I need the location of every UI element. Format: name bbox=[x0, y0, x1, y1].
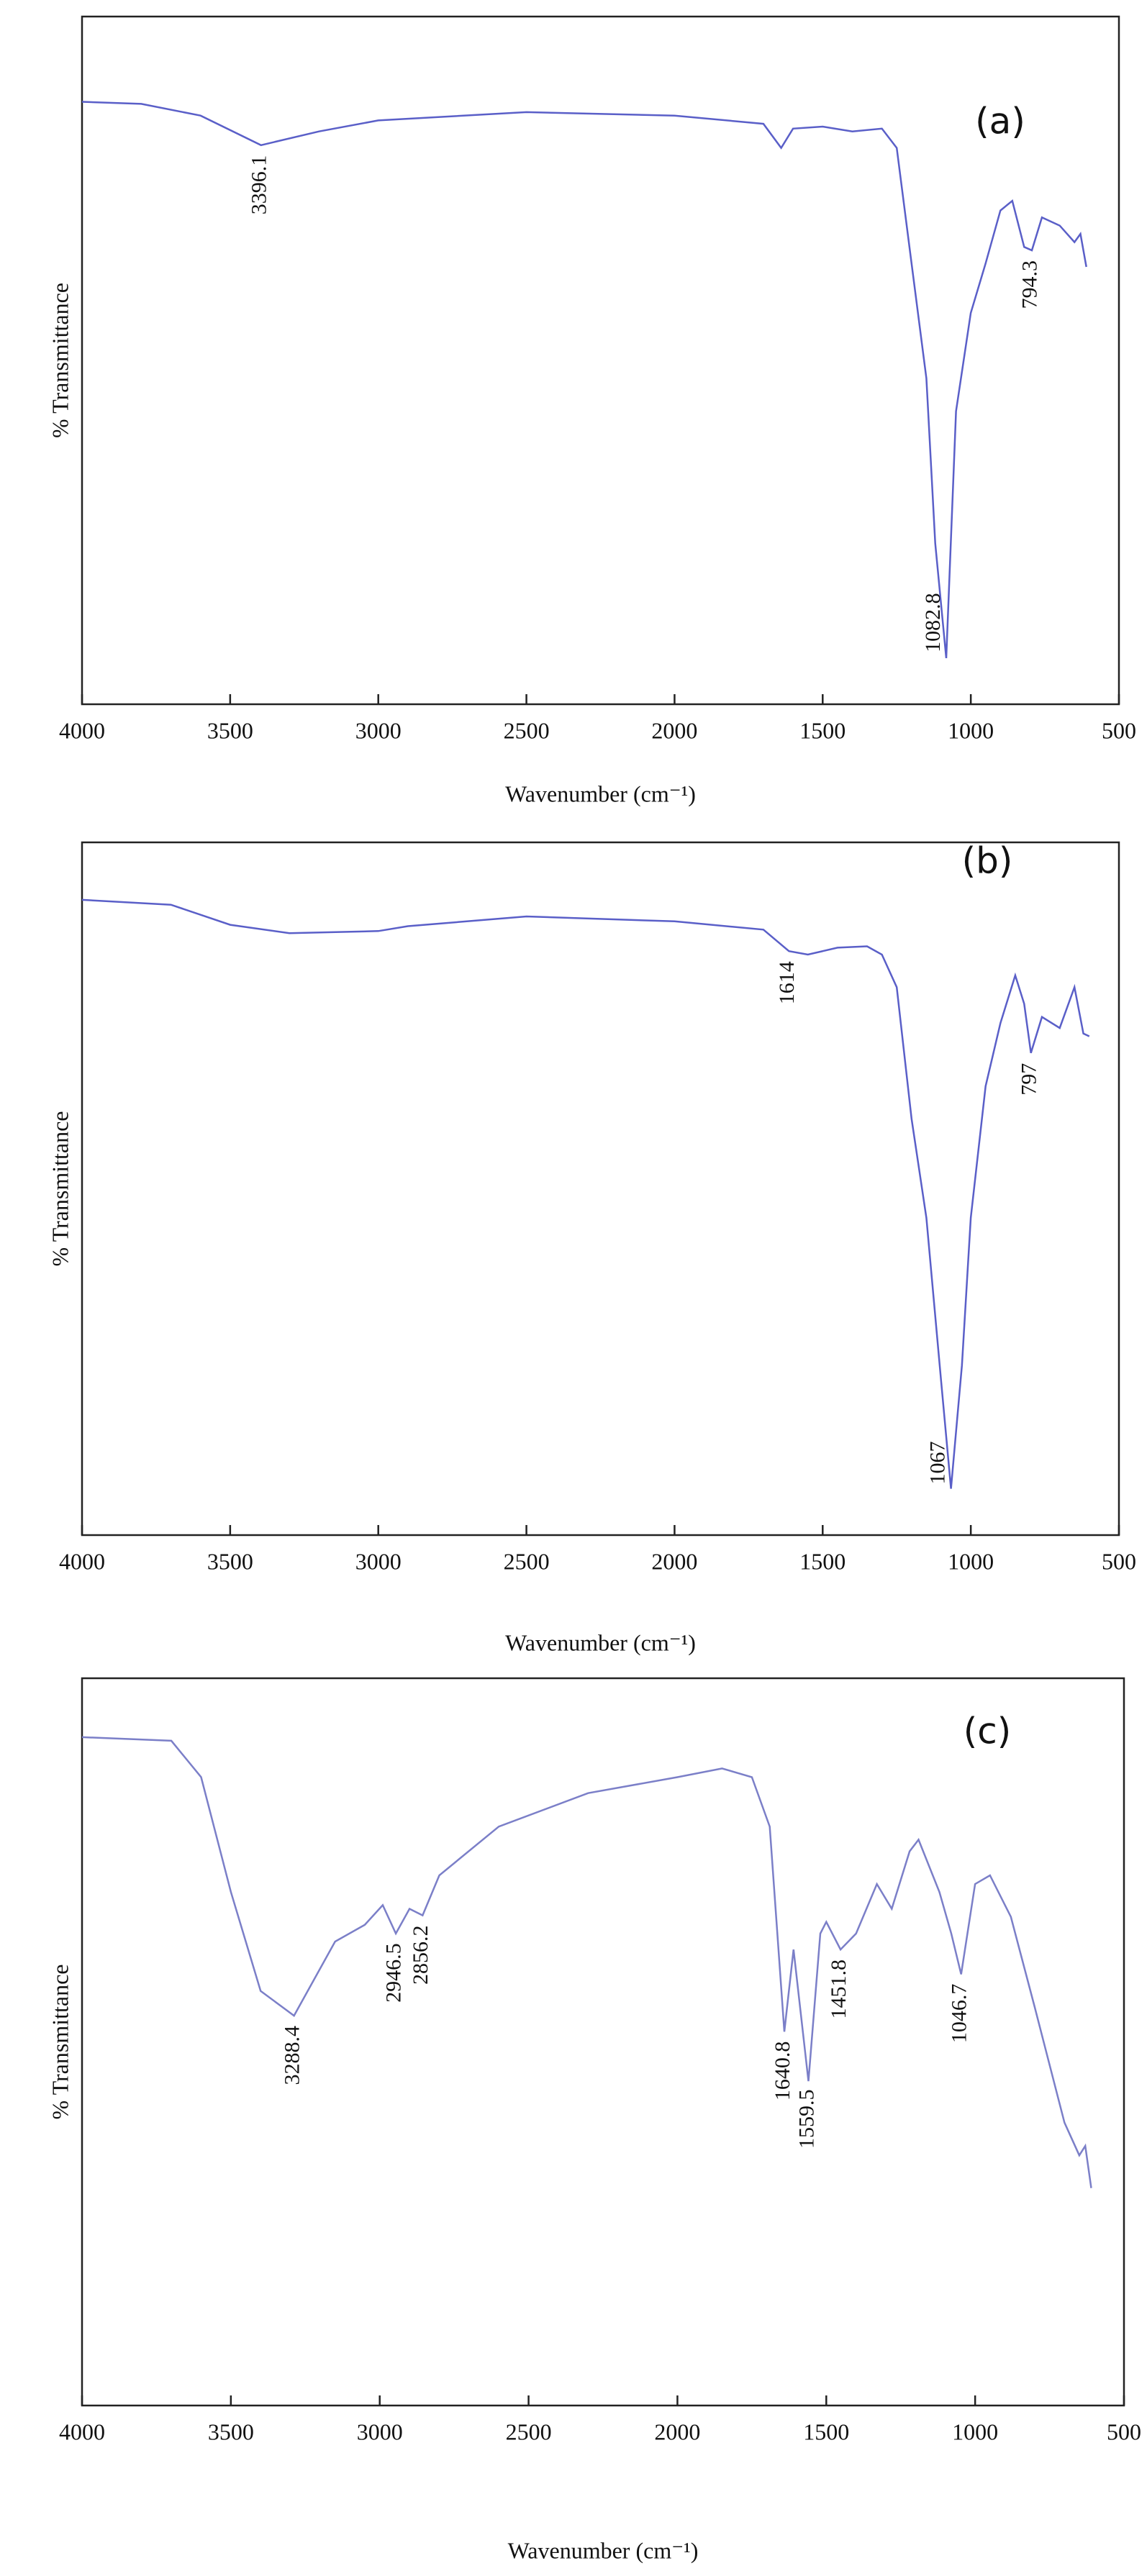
peak-label: 794.3 bbox=[1018, 260, 1042, 309]
panel-label: (c) bbox=[964, 1711, 1012, 1752]
x-tick-label: 1000 bbox=[952, 2418, 998, 2444]
plot-frame bbox=[81, 1677, 1125, 2407]
peak-label: 1451.8 bbox=[827, 1960, 851, 2019]
x-tick-label: 2000 bbox=[651, 717, 697, 743]
x-tick-label: 3000 bbox=[355, 1548, 402, 1574]
x-axis-label: Wavenumber (cm⁻¹) bbox=[505, 780, 696, 806]
y-axis-label: % Transmittance bbox=[47, 1111, 73, 1267]
x-tick-label: 1000 bbox=[948, 1548, 994, 1574]
x-tick-label: 1500 bbox=[799, 1548, 845, 1574]
x-tick-label: 2500 bbox=[506, 2418, 552, 2444]
spectrum-line bbox=[81, 898, 1090, 1489]
x-tick-label: 3500 bbox=[207, 717, 253, 743]
peak-label: 1559.5 bbox=[795, 2090, 819, 2149]
x-tick-label: 2000 bbox=[651, 1548, 697, 1574]
x-axis-label: Wavenumber (cm⁻¹) bbox=[508, 2537, 699, 2563]
x-tick-label: 4000 bbox=[59, 1548, 105, 1574]
peak-label: 1640.8 bbox=[771, 2042, 794, 2101]
x-axis-label: Wavenumber (cm⁻¹) bbox=[505, 1629, 696, 1655]
x-tick-label: 500 bbox=[1102, 1548, 1136, 1574]
x-tick-label: 3000 bbox=[355, 717, 402, 743]
x-tick-label: 500 bbox=[1102, 717, 1136, 743]
x-tick-label: 2500 bbox=[504, 717, 550, 743]
spectrum-line bbox=[81, 101, 1087, 659]
peak-label: 797 bbox=[1017, 1063, 1041, 1096]
x-tick-label: 1000 bbox=[948, 717, 994, 743]
x-tick-label: 2500 bbox=[504, 1548, 550, 1574]
peak-label: 3396.1 bbox=[248, 155, 271, 214]
x-tick-label: 2000 bbox=[654, 2418, 700, 2444]
spectrum-line bbox=[81, 1736, 1092, 2188]
peak-label: 2856.2 bbox=[409, 1926, 432, 1985]
x-tick-label: 1500 bbox=[803, 2418, 849, 2444]
x-tick-label: 500 bbox=[1107, 2418, 1141, 2444]
x-tick-label: 1500 bbox=[799, 717, 845, 743]
y-axis-label: % Transmittance bbox=[47, 1965, 73, 2120]
peak-label: 1082.8 bbox=[921, 593, 945, 652]
peak-label: 1614 bbox=[775, 961, 799, 1004]
peak-label: 1046.7 bbox=[948, 1984, 971, 2044]
plot-frame bbox=[81, 15, 1120, 706]
panel-label: (a) bbox=[975, 101, 1025, 142]
x-tick-label: 4000 bbox=[59, 717, 105, 743]
peak-label: 2946.5 bbox=[382, 1943, 406, 2003]
x-tick-label: 3000 bbox=[357, 2418, 403, 2444]
x-tick-label: 3500 bbox=[208, 2418, 254, 2444]
x-tick-label: 3500 bbox=[207, 1548, 253, 1574]
x-tick-label: 4000 bbox=[59, 2418, 105, 2444]
peak-label: 1067 bbox=[925, 1441, 949, 1484]
plot-frame bbox=[81, 841, 1120, 1537]
y-axis-label: % Transmittance bbox=[47, 283, 73, 438]
panel-label: (b) bbox=[962, 840, 1013, 882]
peak-label: 3288.4 bbox=[280, 2026, 304, 2085]
